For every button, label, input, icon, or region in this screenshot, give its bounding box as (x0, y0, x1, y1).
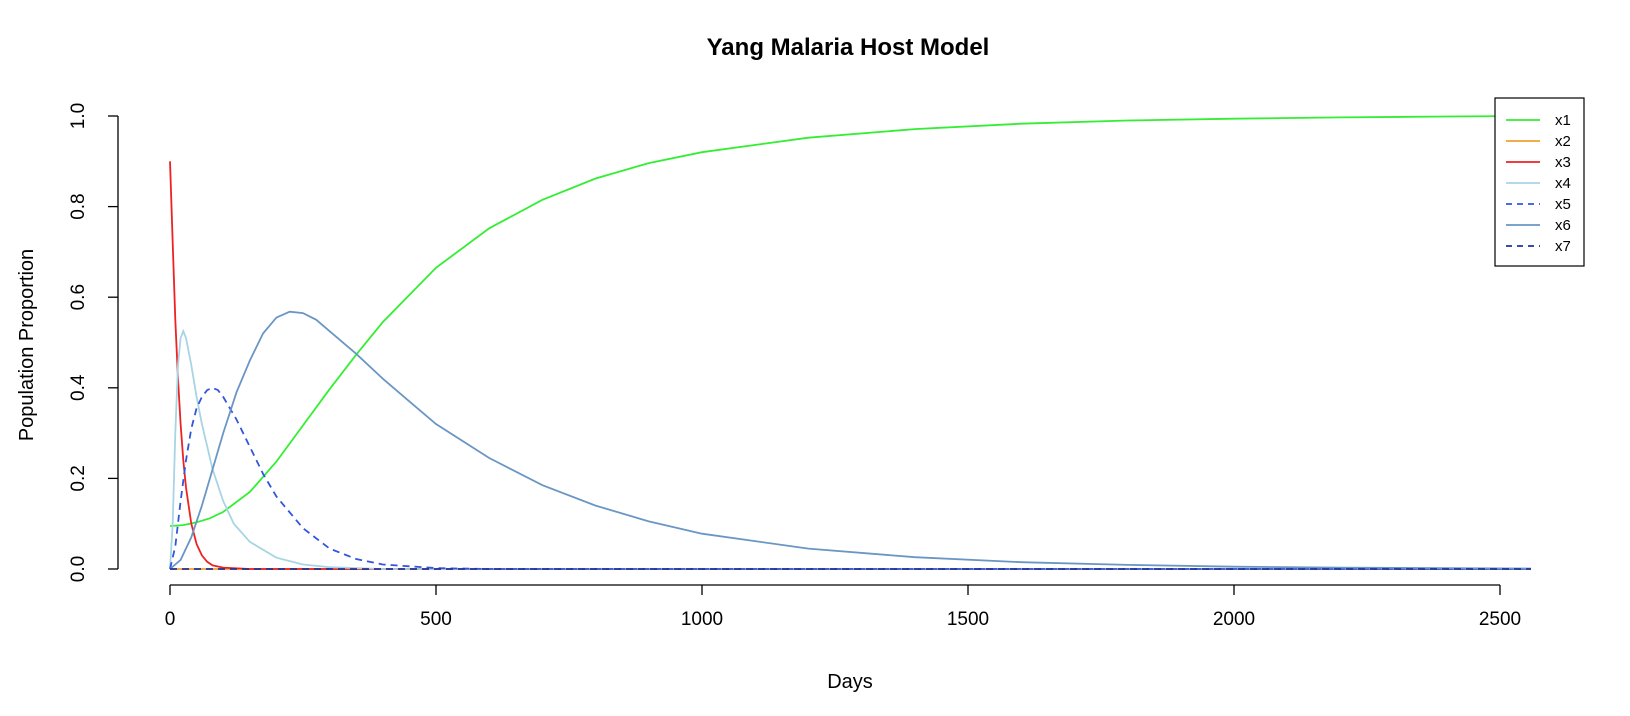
y-tick-label: 0.8 (68, 193, 89, 219)
legend-label-x1: x1 (1555, 112, 1571, 129)
legend-label-x7: x7 (1555, 238, 1571, 255)
y-axis-label: Population Proportion (16, 249, 38, 441)
series-line-x6 (169, 310, 1532, 570)
x-axis: 0 500 1000 1500 2000 2500 (165, 584, 1521, 630)
y-tick-label: 0.4 (68, 374, 89, 401)
chart-title: Yang Malaria Host Model (707, 34, 990, 61)
series-line-x5 (169, 386, 1531, 570)
legend-label-x2: x2 (1555, 133, 1571, 150)
y-tick-label: 0.0 (68, 556, 89, 582)
legend-box (1494, 97, 1585, 267)
series-line-x3 (169, 161, 1531, 570)
x-tick-label: 0 (165, 609, 176, 630)
x-tick-label: 500 (420, 609, 452, 630)
legend-label-x6: x6 (1555, 217, 1571, 234)
legend: x1 x2 x3 x4 x5 x6 x7 (1494, 97, 1585, 267)
y-tick-label: 0.6 (68, 284, 89, 310)
x-tick-label: 1000 (681, 609, 723, 630)
y-tick-label: 0.2 (68, 465, 89, 491)
legend-label-x5: x5 (1555, 196, 1571, 213)
legend-label-x4: x4 (1555, 175, 1571, 192)
series-line-x1 (169, 115, 1532, 527)
series-line-x4 (169, 328, 1531, 570)
x-axis-label: Days (827, 671, 873, 693)
x-tick-label: 1500 (947, 609, 989, 630)
series-layer (169, 115, 1532, 570)
x-tick-label: 2500 (1479, 609, 1521, 630)
legend-label-x3: x3 (1555, 154, 1571, 171)
y-axis: 0.0 0.2 0.4 0.6 0.8 1.0 (68, 103, 119, 582)
y-tick-label: 1.0 (68, 103, 89, 129)
x-tick-label: 2000 (1213, 609, 1255, 630)
